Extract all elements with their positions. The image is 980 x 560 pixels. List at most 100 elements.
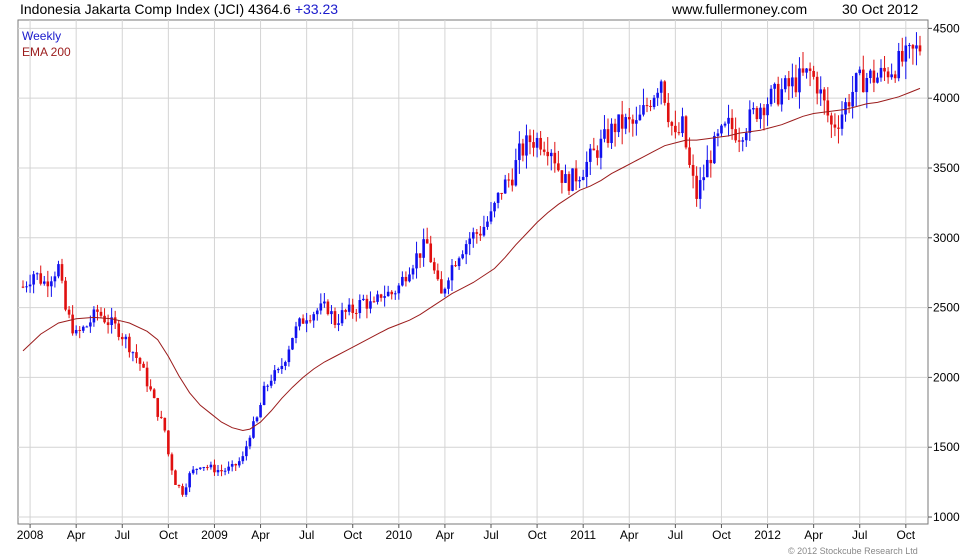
candle-up bbox=[876, 77, 879, 83]
candle-down bbox=[120, 336, 124, 340]
candle-down bbox=[404, 276, 408, 282]
candle-down bbox=[861, 69, 865, 93]
candle-down bbox=[71, 314, 74, 334]
y-tick-label: 1500 bbox=[933, 440, 960, 454]
candle-up bbox=[464, 244, 468, 255]
candle-up bbox=[518, 143, 521, 161]
candle-up bbox=[908, 45, 911, 47]
chart-title: Indonesia Jakarta Comp Index (JCI) 4364.… bbox=[20, 1, 338, 17]
candle-down bbox=[234, 463, 238, 466]
candle-down bbox=[695, 175, 698, 199]
candle-up bbox=[305, 320, 308, 324]
candle-up bbox=[202, 467, 206, 469]
candle-up bbox=[564, 174, 567, 183]
candle-down bbox=[106, 322, 110, 326]
candle-up bbox=[585, 161, 589, 177]
candle-up bbox=[915, 45, 918, 49]
candle-up bbox=[716, 133, 720, 136]
candle-up bbox=[851, 91, 854, 107]
candle-down bbox=[64, 280, 67, 310]
candle-down bbox=[113, 317, 117, 324]
candle-down bbox=[152, 389, 156, 399]
candle-down bbox=[440, 279, 443, 294]
x-tick-label: Apr bbox=[620, 528, 639, 542]
candle-down bbox=[826, 100, 830, 116]
candle-up bbox=[720, 125, 723, 134]
candle-up bbox=[486, 221, 489, 227]
candle-down bbox=[812, 70, 815, 77]
candle-down bbox=[521, 143, 525, 156]
candle-up bbox=[415, 253, 418, 269]
candle-up bbox=[294, 326, 298, 338]
candle-up bbox=[805, 68, 808, 73]
candle-down bbox=[135, 352, 138, 358]
candle-down bbox=[163, 417, 167, 431]
legend-weekly: Weekly bbox=[22, 29, 61, 43]
candle-down bbox=[762, 107, 766, 116]
candle-up bbox=[245, 446, 248, 457]
candle-up bbox=[642, 105, 645, 115]
candle-up bbox=[780, 89, 784, 105]
x-tick-label: Jul bbox=[299, 528, 314, 542]
candle-up bbox=[705, 159, 709, 178]
candle-down bbox=[436, 270, 440, 280]
candle-up bbox=[525, 135, 528, 156]
candle-down bbox=[709, 159, 713, 164]
candle-up bbox=[411, 268, 415, 275]
candle-down bbox=[677, 132, 681, 134]
candle-up bbox=[638, 114, 642, 121]
candle-down bbox=[60, 264, 64, 281]
candle-down bbox=[666, 102, 670, 123]
change-value: +33.23 bbox=[294, 1, 339, 17]
candle-down bbox=[539, 137, 542, 150]
candle-down bbox=[776, 83, 780, 105]
candle-up bbox=[273, 370, 277, 381]
candle-up bbox=[599, 138, 603, 158]
candle-up bbox=[262, 385, 266, 406]
candle-down bbox=[833, 124, 837, 128]
candle-down bbox=[372, 301, 376, 303]
candle-up bbox=[376, 294, 379, 302]
candle-down bbox=[787, 78, 791, 87]
candle-up bbox=[819, 89, 823, 94]
candle-down bbox=[117, 323, 121, 337]
candle-up bbox=[457, 258, 461, 267]
y-tick-label: 4500 bbox=[933, 21, 960, 35]
candle-up bbox=[340, 310, 344, 324]
candle-down bbox=[167, 430, 170, 455]
candle-up bbox=[319, 303, 323, 311]
candle-up bbox=[230, 463, 234, 467]
candle-up bbox=[184, 487, 188, 495]
candle-up bbox=[890, 74, 893, 78]
candle-down bbox=[801, 68, 805, 73]
candle-up bbox=[347, 304, 351, 312]
candle-up bbox=[198, 467, 202, 469]
candle-down bbox=[418, 253, 422, 258]
candle-up bbox=[493, 202, 496, 212]
candle-up bbox=[759, 107, 762, 120]
candle-down bbox=[737, 140, 741, 142]
x-tick-label: Apr bbox=[67, 528, 86, 542]
candle-down bbox=[354, 312, 358, 314]
candle-down bbox=[365, 298, 369, 309]
y-axis: 1000 1500 2000 2500 3000 3500 4000 4500 bbox=[928, 21, 960, 524]
candle-up bbox=[53, 276, 57, 282]
candle-up bbox=[223, 470, 227, 472]
candle-up bbox=[50, 281, 53, 287]
candle-up bbox=[482, 226, 486, 236]
x-tick-label: Jul bbox=[668, 528, 683, 542]
candle-down bbox=[815, 76, 819, 94]
candle-up bbox=[237, 461, 241, 466]
candle-up bbox=[397, 285, 401, 294]
candles-layer bbox=[21, 32, 922, 497]
title-text: Indonesia Jakarta Comp Index (JCI) 4364.… bbox=[20, 1, 291, 17]
candle-down bbox=[301, 318, 305, 324]
candle-down bbox=[507, 179, 511, 181]
site-url[interactable]: www.fullermoney.com bbox=[672, 1, 808, 17]
x-tick-label: 2012 bbox=[754, 528, 781, 542]
candle-up bbox=[92, 309, 96, 323]
candle-up bbox=[840, 114, 844, 129]
candle-down bbox=[103, 315, 106, 323]
candle-up bbox=[89, 322, 92, 327]
candle-up bbox=[191, 469, 195, 474]
